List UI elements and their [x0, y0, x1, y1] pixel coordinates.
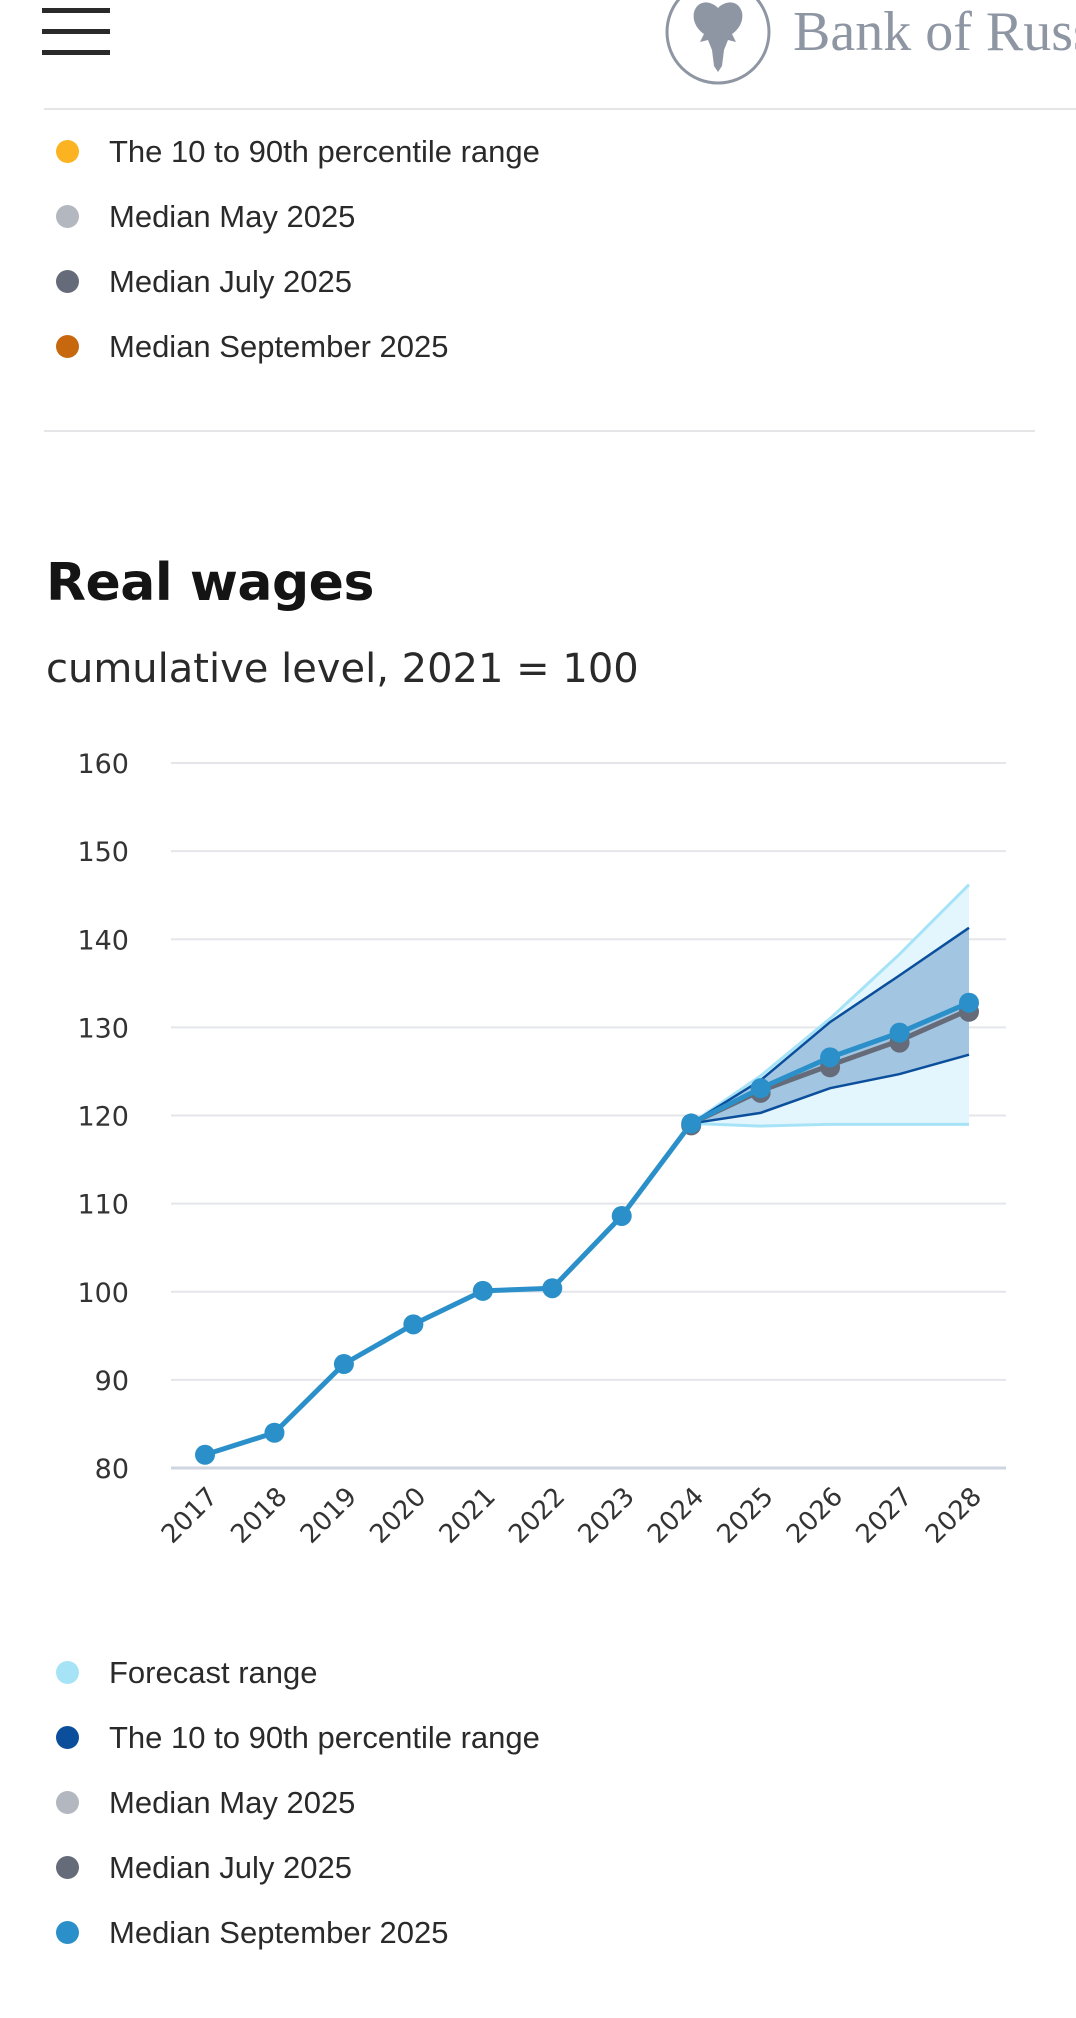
chart-subtitle: cumulative level, 2021 = 100 [46, 646, 639, 692]
x-tick-label: 2022 [503, 1482, 571, 1550]
y-tick-label: 150 [77, 837, 129, 868]
legend-item[interactable]: The 10 to 90th percentile range [56, 119, 540, 184]
x-axis-ticks: 2017 2018 2019 2020 2021 2022 2023 2024 2025 2026… [156, 1482, 988, 1550]
legend-item[interactable]: Median September 2025 [56, 314, 540, 379]
hamburger-menu-icon[interactable] [42, 8, 110, 56]
y-axis-ticks: 160 150 140 130 120 110 100 90 80 [77, 749, 129, 1485]
legend-dot-icon [56, 1726, 79, 1749]
percentile-lower-line [690, 1053, 970, 1125]
legend-label: Median May 2025 [109, 1784, 356, 1820]
median-september-2025-point [403, 1314, 424, 1335]
site-header: Bank of Russ [0, 0, 1076, 110]
chart-title: Real wages [46, 553, 374, 613]
legend-dot-icon [56, 205, 79, 228]
legend-item[interactable]: Median May 2025 [56, 1770, 540, 1835]
legend-dot-icon [56, 270, 79, 293]
median-september-2025-point [611, 1205, 632, 1226]
median-september-2025-point [889, 1022, 910, 1043]
legend-label: Median September 2025 [109, 328, 449, 364]
legend-dot-icon [56, 1921, 79, 1944]
legend-item[interactable]: Forecast range [56, 1640, 540, 1705]
x-tick-label: 2018 [225, 1482, 293, 1550]
median-september-2025-point [264, 1422, 285, 1443]
legend-dot-icon [56, 140, 79, 163]
x-tick-label: 2025 [712, 1482, 780, 1550]
y-tick-label: 80 [95, 1454, 129, 1485]
median-september-2025-point [333, 1354, 354, 1375]
x-tick-label: 2028 [920, 1482, 988, 1550]
section-divider [44, 430, 1035, 432]
header-divider [44, 108, 1076, 110]
chart-legend: Forecast range The 10 to 90th percentile… [56, 1640, 540, 1965]
median-september-2025-point [195, 1444, 215, 1465]
x-tick-label: 2020 [364, 1482, 432, 1550]
legend-label: Median September 2025 [109, 1914, 449, 1950]
y-tick-label: 100 [77, 1278, 129, 1309]
forecast-range-upper-line [690, 883, 971, 1125]
x-tick-label: 2024 [642, 1482, 710, 1550]
legend-item[interactable]: Median July 2025 [56, 249, 540, 314]
median-september-2025-point [750, 1078, 771, 1099]
x-tick-label: 2019 [295, 1482, 363, 1550]
legend-label: The 10 to 90th percentile range [109, 1719, 540, 1755]
legend-item[interactable]: Median July 2025 [56, 1835, 540, 1900]
median-september-2025-point [820, 1047, 841, 1068]
double-headed-eagle-emblem-icon[interactable] [664, 0, 772, 86]
series-lines [195, 992, 979, 1465]
x-tick-label: 2023 [573, 1482, 641, 1550]
gridlines [171, 762, 1006, 1470]
brand-name[interactable]: Bank of Russ [793, 1, 1076, 63]
median-september-2025-line [204, 1000, 970, 1458]
legend-item[interactable]: Median May 2025 [56, 184, 540, 249]
previous-chart-legend: The 10 to 90th percentile range Median M… [56, 119, 540, 379]
range-bands [690, 883, 971, 1128]
legend-dot-icon [56, 1856, 79, 1879]
x-tick-label: 2027 [850, 1482, 918, 1550]
legend-label: Median July 2025 [109, 263, 352, 299]
legend-label: Forecast range [109, 1654, 318, 1690]
y-tick-label: 140 [77, 925, 129, 956]
y-tick-label: 120 [77, 1102, 129, 1133]
legend-item[interactable]: The 10 to 90th percentile range [56, 1705, 540, 1770]
median-september-2025-point [959, 992, 979, 1013]
x-tick-label: 2021 [434, 1482, 502, 1550]
median-september-2025-point [472, 1280, 493, 1301]
y-tick-label: 110 [77, 1190, 129, 1221]
legend-dot-icon [56, 1661, 79, 1684]
legend-label: The 10 to 90th percentile range [109, 133, 540, 169]
y-tick-label: 160 [77, 749, 129, 780]
x-tick-label: 2017 [156, 1482, 224, 1550]
legend-dot-icon [56, 335, 79, 358]
percentile-upper-line [690, 926, 970, 1125]
y-tick-label: 130 [77, 1013, 129, 1044]
legend-item[interactable]: Median September 2025 [56, 1900, 540, 1965]
forecast-range-lower-line [691, 1121, 969, 1128]
legend-label: Median July 2025 [109, 1849, 352, 1885]
median-september-2025-point [681, 1113, 702, 1134]
median-september-2025-point [542, 1278, 563, 1299]
x-tick-label: 2026 [781, 1482, 849, 1550]
legend-label: Median May 2025 [109, 198, 356, 234]
legend-dot-icon [56, 1791, 79, 1814]
y-tick-label: 90 [95, 1366, 129, 1397]
